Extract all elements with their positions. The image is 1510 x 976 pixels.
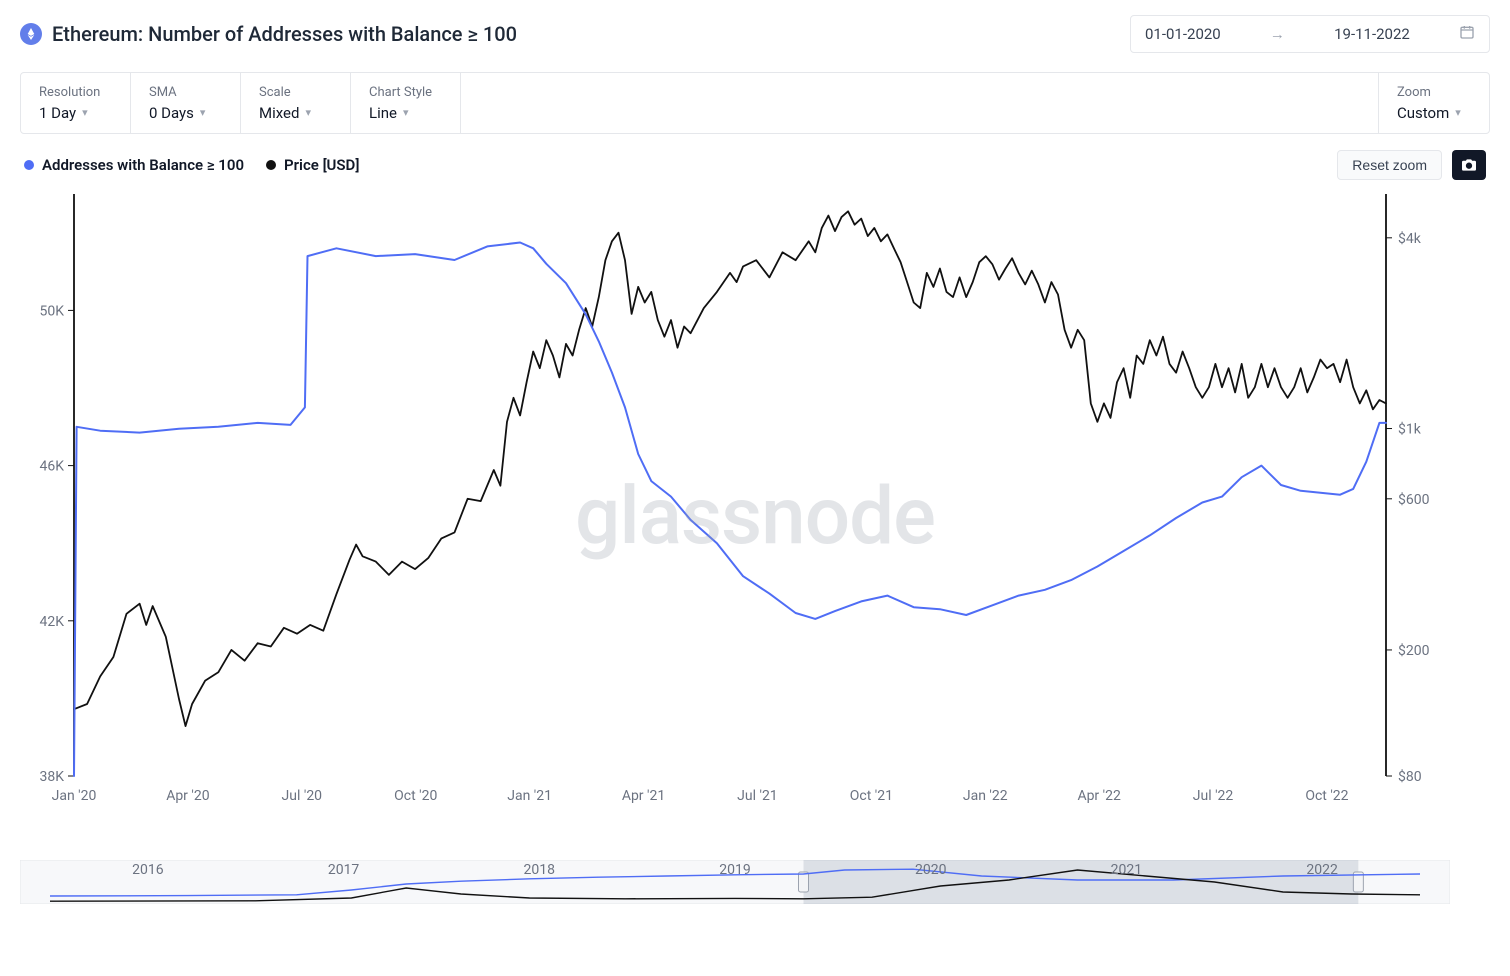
legend-dot-icon <box>266 160 276 170</box>
svg-text:Oct '22: Oct '22 <box>1305 788 1348 804</box>
svg-text:2017: 2017 <box>328 862 360 878</box>
svg-text:Apr '20: Apr '20 <box>166 788 210 804</box>
camera-icon <box>1460 158 1478 172</box>
svg-text:2016: 2016 <box>132 862 164 878</box>
svg-text:Oct '20: Oct '20 <box>394 788 437 804</box>
svg-text:$4k: $4k <box>1398 230 1422 247</box>
page-title: Ethereum: Number of Addresses with Balan… <box>52 22 517 46</box>
calendar-icon <box>1459 24 1475 44</box>
chevron-down-icon: ▾ <box>82 106 88 119</box>
date-to: 19-11-2022 <box>1334 25 1410 43</box>
legend-item-price[interactable]: Price [USD] <box>266 156 359 174</box>
reset-zoom-button[interactable]: Reset zoom <box>1337 150 1442 180</box>
legend-dot-icon <box>24 160 34 170</box>
svg-text:2018: 2018 <box>524 862 556 878</box>
svg-text:Jul '20: Jul '20 <box>282 788 323 804</box>
chart-navigator[interactable]: 2016 2017 2018 2019 2020 2021 2022 <box>20 860 1490 910</box>
ethereum-icon <box>20 23 42 45</box>
svg-text:2021: 2021 <box>1111 862 1142 878</box>
svg-text:$1k: $1k <box>1398 421 1422 438</box>
svg-text:50K: 50K <box>39 303 64 319</box>
svg-text:Jul '21: Jul '21 <box>737 788 778 804</box>
svg-text:$600: $600 <box>1398 491 1430 508</box>
svg-text:2022: 2022 <box>1306 862 1338 878</box>
svg-text:Apr '22: Apr '22 <box>1077 788 1121 804</box>
scale-select[interactable]: Scale Mixed▾ <box>241 73 351 133</box>
chart-style-select[interactable]: Chart Style Line▾ <box>351 73 461 133</box>
svg-text:2019: 2019 <box>719 862 750 878</box>
chevron-down-icon: ▾ <box>1455 106 1461 119</box>
chart-controls: Resolution 1 Day▾ SMA 0 Days▾ Scale Mixe… <box>20 72 1490 134</box>
svg-text:38K: 38K <box>39 769 64 785</box>
svg-text:Apr '21: Apr '21 <box>622 788 665 804</box>
arrow-right-icon: → <box>1270 25 1285 43</box>
zoom-select[interactable]: Zoom Custom▾ <box>1379 73 1489 133</box>
svg-text:Oct '21: Oct '21 <box>850 788 893 804</box>
svg-text:$200: $200 <box>1398 642 1430 659</box>
chevron-down-icon: ▾ <box>403 106 409 119</box>
svg-text:Jan '20: Jan '20 <box>52 788 97 804</box>
date-range-picker[interactable]: 01-01-2020 → 19-11-2022 <box>1130 15 1490 53</box>
svg-text:2020: 2020 <box>915 862 947 878</box>
legend-item-addresses[interactable]: Addresses with Balance ≥ 100 <box>24 156 244 174</box>
svg-text:Jul '22: Jul '22 <box>1193 788 1234 804</box>
svg-text:46K: 46K <box>39 459 64 475</box>
svg-text:$80: $80 <box>1398 768 1422 785</box>
chevron-down-icon: ▾ <box>200 106 206 119</box>
chevron-down-icon: ▾ <box>305 106 311 119</box>
resolution-select[interactable]: Resolution 1 Day▾ <box>21 73 131 133</box>
sma-select[interactable]: SMA 0 Days▾ <box>131 73 241 133</box>
chart-legend: Addresses with Balance ≥ 100 Price [USD] <box>24 156 359 174</box>
main-chart[interactable]: glassnode 38K42K46K50K$80$200$600$1k$4kJ… <box>20 186 1490 846</box>
date-from: 01-01-2020 <box>1145 25 1221 43</box>
svg-text:Jan '22: Jan '22 <box>963 788 1008 804</box>
svg-text:42K: 42K <box>39 614 64 630</box>
svg-text:Jan '21: Jan '21 <box>507 788 552 804</box>
screenshot-button[interactable] <box>1452 150 1486 180</box>
